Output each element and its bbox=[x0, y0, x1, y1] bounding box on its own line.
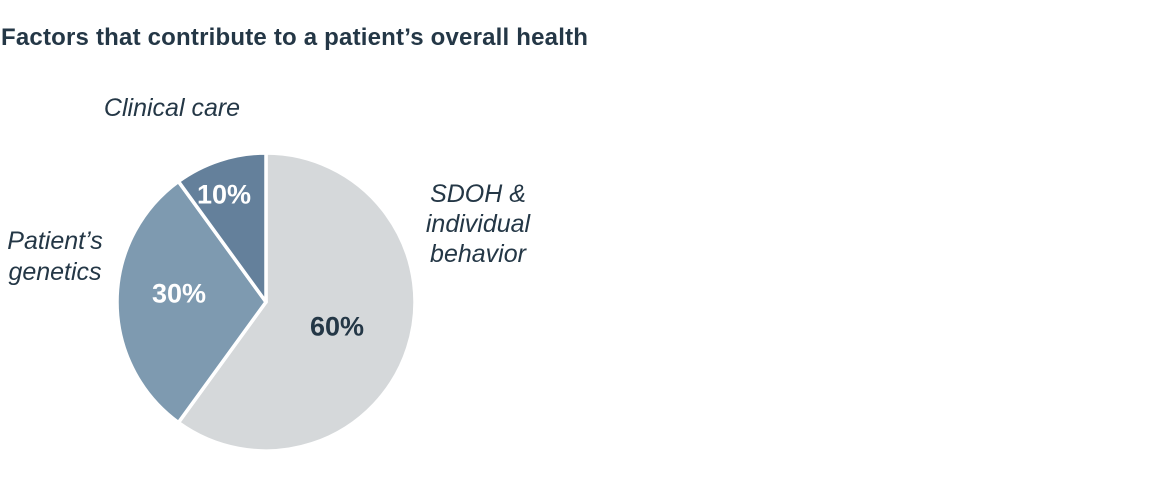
chart-title: Factors that contribute to a patient’s o… bbox=[1, 24, 589, 51]
slice-value-label-30: 30% bbox=[151, 278, 207, 309]
slice-label-line: Patient’s bbox=[7, 227, 103, 255]
slice-value-label-60: 60% bbox=[309, 311, 365, 342]
slice-label-line: individual bbox=[425, 210, 531, 238]
slice-label-line: Clinical care bbox=[103, 94, 241, 122]
slice-label-line: behavior bbox=[430, 240, 526, 268]
pie-slice-10% bbox=[176, 151, 268, 304]
pie-slice-60% bbox=[176, 151, 417, 453]
slice-label-patients-genetics: Patient’s genetics bbox=[7, 226, 102, 288]
pie-slice-30% bbox=[115, 179, 268, 425]
slice-label-sdoh-individual-behavior: SDOH & individual behavior bbox=[426, 179, 530, 269]
slice-label-line: SDOH & bbox=[430, 180, 526, 208]
slice-value-label-10: 10% bbox=[196, 179, 252, 210]
slice-label-line: genetics bbox=[8, 258, 102, 286]
slice-label-clinical-care: Clinical care bbox=[104, 93, 240, 123]
